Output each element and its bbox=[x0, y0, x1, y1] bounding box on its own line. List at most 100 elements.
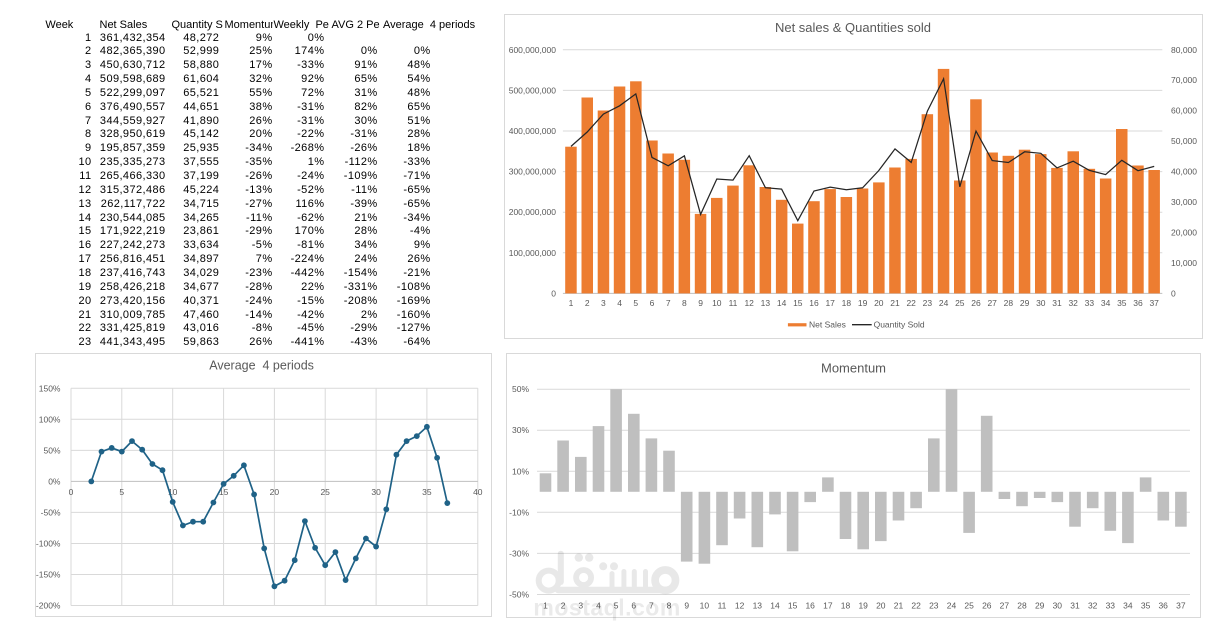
svg-text:40: 40 bbox=[473, 487, 483, 497]
svg-text:50,000: 50,000 bbox=[1171, 136, 1197, 146]
svg-text:23: 23 bbox=[929, 601, 939, 611]
svg-text:17: 17 bbox=[825, 298, 835, 308]
svg-text:500,000,000: 500,000,000 bbox=[509, 85, 557, 95]
svg-text:37: 37 bbox=[1176, 601, 1186, 611]
svg-text:27: 27 bbox=[1000, 601, 1010, 611]
svg-text:15: 15 bbox=[793, 298, 803, 308]
svg-text:Net sales & Quantities sold: Net sales & Quantities sold bbox=[775, 20, 931, 35]
svg-text:0: 0 bbox=[551, 288, 556, 298]
svg-text:22: 22 bbox=[911, 601, 921, 611]
svg-text:27: 27 bbox=[987, 298, 997, 308]
svg-text:0: 0 bbox=[69, 487, 74, 497]
svg-text:10: 10 bbox=[712, 298, 722, 308]
svg-text:9: 9 bbox=[684, 601, 689, 611]
svg-text:6: 6 bbox=[631, 601, 636, 611]
svg-text:8: 8 bbox=[682, 298, 687, 308]
svg-text:28: 28 bbox=[1004, 298, 1014, 308]
svg-text:150%: 150% bbox=[39, 383, 61, 393]
svg-text:26: 26 bbox=[971, 298, 981, 308]
svg-text:21: 21 bbox=[890, 298, 900, 308]
svg-text:Quantity Sold: Quantity Sold bbox=[874, 320, 925, 330]
svg-text:50%: 50% bbox=[512, 384, 529, 394]
svg-text:-100%: -100% bbox=[36, 539, 61, 549]
svg-text:7: 7 bbox=[649, 601, 654, 611]
svg-text:36: 36 bbox=[1133, 298, 1143, 308]
svg-text:35: 35 bbox=[422, 487, 432, 497]
svg-text:37: 37 bbox=[1149, 298, 1159, 308]
svg-text:10: 10 bbox=[168, 487, 178, 497]
svg-text:30: 30 bbox=[1036, 298, 1046, 308]
svg-text:Momentum: Momentum bbox=[821, 361, 886, 376]
svg-text:16: 16 bbox=[809, 298, 819, 308]
svg-text:5: 5 bbox=[633, 298, 638, 308]
svg-text:13: 13 bbox=[761, 298, 771, 308]
svg-text:12: 12 bbox=[735, 601, 745, 611]
svg-text:31: 31 bbox=[1052, 298, 1062, 308]
svg-text:-50%: -50% bbox=[509, 590, 529, 600]
svg-text:0: 0 bbox=[1171, 288, 1176, 298]
svg-text:400,000,000: 400,000,000 bbox=[509, 126, 557, 136]
svg-text:30: 30 bbox=[371, 487, 381, 497]
svg-text:80,000: 80,000 bbox=[1171, 45, 1197, 55]
svg-text:3: 3 bbox=[578, 601, 583, 611]
svg-text:8: 8 bbox=[667, 601, 672, 611]
svg-text:28: 28 bbox=[1017, 601, 1027, 611]
svg-text:5: 5 bbox=[119, 487, 124, 497]
svg-text:100,000,000: 100,000,000 bbox=[509, 248, 557, 258]
svg-text:600,000,000: 600,000,000 bbox=[509, 45, 557, 55]
svg-text:-200%: -200% bbox=[36, 601, 61, 611]
svg-text:2: 2 bbox=[585, 298, 590, 308]
svg-text:30,000: 30,000 bbox=[1171, 197, 1197, 207]
svg-text:18: 18 bbox=[841, 601, 851, 611]
svg-text:25: 25 bbox=[964, 601, 974, 611]
svg-text:24: 24 bbox=[939, 298, 949, 308]
svg-text:Net Sales: Net Sales bbox=[809, 320, 846, 330]
svg-text:-10%: -10% bbox=[509, 507, 529, 517]
svg-text:3: 3 bbox=[601, 298, 606, 308]
svg-text:22: 22 bbox=[906, 298, 916, 308]
svg-text:60,000: 60,000 bbox=[1171, 106, 1197, 116]
svg-text:1: 1 bbox=[543, 601, 548, 611]
svg-text:200,000,000: 200,000,000 bbox=[509, 207, 557, 217]
svg-text:300,000,000: 300,000,000 bbox=[509, 167, 557, 177]
svg-text:10,000: 10,000 bbox=[1171, 258, 1197, 268]
svg-text:14: 14 bbox=[777, 298, 787, 308]
svg-text:30: 30 bbox=[1053, 601, 1063, 611]
svg-text:34: 34 bbox=[1101, 298, 1111, 308]
svg-text:12: 12 bbox=[744, 298, 754, 308]
svg-text:31: 31 bbox=[1070, 601, 1080, 611]
svg-text:26: 26 bbox=[982, 601, 992, 611]
svg-text:1: 1 bbox=[569, 298, 574, 308]
svg-text:6: 6 bbox=[650, 298, 655, 308]
svg-text:33: 33 bbox=[1085, 298, 1095, 308]
svg-text:11: 11 bbox=[729, 298, 738, 308]
svg-text:Average 4 periods: Average 4 periods bbox=[209, 359, 314, 373]
svg-text:14: 14 bbox=[770, 601, 780, 611]
svg-text:-150%: -150% bbox=[36, 570, 61, 580]
svg-text:11: 11 bbox=[718, 601, 727, 611]
svg-text:29: 29 bbox=[1035, 601, 1045, 611]
svg-text:0%: 0% bbox=[48, 476, 61, 486]
svg-text:4: 4 bbox=[617, 298, 622, 308]
svg-text:5: 5 bbox=[614, 601, 619, 611]
svg-text:100%: 100% bbox=[39, 414, 61, 424]
svg-text:20: 20 bbox=[874, 298, 884, 308]
svg-text:36: 36 bbox=[1158, 601, 1168, 611]
svg-text:10%: 10% bbox=[512, 466, 529, 476]
svg-text:-30%: -30% bbox=[509, 548, 529, 558]
svg-text:30%: 30% bbox=[512, 425, 529, 435]
svg-text:15: 15 bbox=[788, 601, 798, 611]
svg-text:21: 21 bbox=[894, 601, 904, 611]
svg-text:29: 29 bbox=[1020, 298, 1030, 308]
svg-text:7: 7 bbox=[666, 298, 671, 308]
svg-text:19: 19 bbox=[858, 298, 868, 308]
svg-text:23: 23 bbox=[923, 298, 933, 308]
svg-text:15: 15 bbox=[219, 487, 229, 497]
svg-text:20: 20 bbox=[270, 487, 280, 497]
svg-text:32: 32 bbox=[1068, 298, 1078, 308]
svg-text:34: 34 bbox=[1123, 601, 1133, 611]
svg-text:24: 24 bbox=[947, 601, 957, 611]
svg-text:25: 25 bbox=[320, 487, 330, 497]
svg-text:13: 13 bbox=[753, 601, 763, 611]
svg-text:25: 25 bbox=[955, 298, 965, 308]
